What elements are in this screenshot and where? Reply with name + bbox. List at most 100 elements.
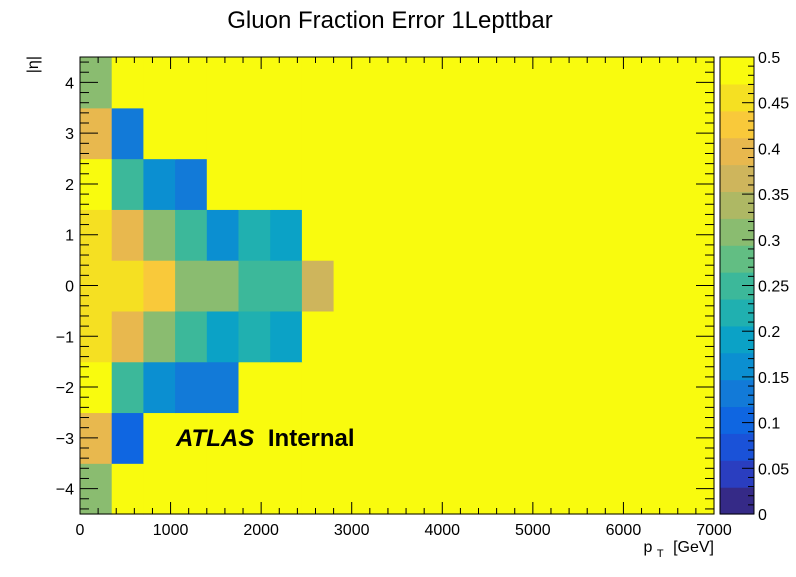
heatmap-cell xyxy=(333,463,715,515)
heatmap-cell xyxy=(175,361,208,414)
colorbar-tick-label: 0.5 xyxy=(758,50,780,67)
colorbar-segment xyxy=(720,352,754,381)
heatmap-cell xyxy=(270,361,303,414)
heatmap-cell xyxy=(111,412,144,464)
colorbar-segment xyxy=(720,57,754,85)
heatmap-cell xyxy=(270,463,303,515)
colorbar-segment xyxy=(720,406,754,434)
heatmap-cell xyxy=(238,158,271,210)
heatmap-cell xyxy=(301,209,335,261)
heatmap-cell xyxy=(333,158,715,210)
heatmap-cell xyxy=(175,310,208,363)
heatmap-cell xyxy=(238,463,271,515)
heatmap-cell xyxy=(270,260,303,312)
colorbar-segment xyxy=(720,460,754,488)
x-axis-label-unit: [GeV] xyxy=(673,539,714,556)
heatmap-cell xyxy=(238,310,271,363)
colorbar-tick-label: 0.3 xyxy=(758,233,780,250)
x-tick-label: 6000 xyxy=(606,522,642,539)
heatmap-cell xyxy=(238,260,271,312)
x-tick-label: 5000 xyxy=(515,522,551,539)
chart-title: Gluon Fraction Error 1Lepttbar xyxy=(227,7,553,34)
y-tick-label: 4 xyxy=(65,75,74,92)
heatmap-cell xyxy=(206,260,240,312)
colorbar-segment xyxy=(720,245,754,273)
x-tick-label: 7000 xyxy=(696,522,732,539)
x-tick-label: 3000 xyxy=(334,522,370,539)
colorbar-segment xyxy=(720,487,754,515)
heatmap-cell xyxy=(175,57,208,109)
x-axis: 0 1000 2000 3000 4000 5000 6000 7000 xyxy=(76,57,732,539)
heatmap-cell xyxy=(175,463,208,515)
heatmap-cell xyxy=(333,107,715,160)
y-tick-label: 0 xyxy=(65,279,74,296)
heatmap-cell xyxy=(333,209,715,261)
heatmap-cell xyxy=(206,412,240,464)
heatmap-cell xyxy=(238,412,271,464)
heatmap-cell xyxy=(301,260,335,312)
colorbar-segment xyxy=(720,110,754,139)
colorbar-tick-label: 0.15 xyxy=(758,370,789,387)
heatmap-cell xyxy=(206,361,240,414)
internal-label: Internal xyxy=(268,425,355,452)
colorbar-tick-label: 0.2 xyxy=(758,324,780,341)
x-tick-label: 0 xyxy=(76,522,85,539)
x-tick-label: 1000 xyxy=(153,522,189,539)
y-tick-label: 1 xyxy=(65,228,74,245)
heatmap-cell xyxy=(333,310,715,363)
heatmap-cell xyxy=(301,412,335,464)
x-axis-label-main: p xyxy=(644,539,653,556)
colorbar-tick-label: 0.35 xyxy=(758,187,789,204)
heatmap-cell xyxy=(270,57,303,109)
heatmap-cell xyxy=(143,310,176,363)
heatmap-cell xyxy=(301,158,335,210)
colorbar-segment xyxy=(720,433,754,461)
y-axis: −4 −3 −2 −1 0 1 2 3 4 xyxy=(56,61,714,510)
x-tick-label: 4000 xyxy=(424,522,460,539)
atlas-label: ATLAS xyxy=(175,425,254,452)
heatmap-cell xyxy=(270,158,303,210)
heatmap-cell xyxy=(301,310,335,363)
heatmap-cell xyxy=(206,209,240,261)
y-axis-label: |η| xyxy=(25,56,42,73)
heatmap-cell xyxy=(175,107,208,160)
y-tick-label: 2 xyxy=(65,177,74,194)
y-tick-label: −1 xyxy=(56,329,74,346)
heatmap-cell xyxy=(111,107,144,160)
colorbar-tick-label: 0 xyxy=(758,507,767,524)
heatmap-cell xyxy=(301,463,335,515)
heatmap-cell xyxy=(111,463,144,515)
heatmap-cell xyxy=(301,57,335,109)
heatmap-cell xyxy=(175,260,208,312)
colorbar-tick-label: 0.05 xyxy=(758,461,789,478)
atlas-internal-label: ATLAS Internal xyxy=(175,425,355,452)
y-tick-label: −3 xyxy=(56,431,74,448)
heatmap-cell xyxy=(270,209,303,261)
colorbar-segment xyxy=(720,218,754,246)
colorbar-segment xyxy=(720,83,754,112)
heatmap-cell xyxy=(238,209,271,261)
heatmap-cell xyxy=(143,107,176,160)
heatmap-cell xyxy=(111,57,144,109)
heatmap-cell xyxy=(143,209,176,261)
heatmap-cell xyxy=(206,463,240,515)
heatmap-cell xyxy=(206,57,240,109)
colorbar-segment xyxy=(720,191,754,219)
heatmap-cell xyxy=(333,361,715,414)
heatmap-cell xyxy=(111,158,144,210)
heatmap-cell xyxy=(175,209,208,261)
colorbar-segment xyxy=(720,164,754,193)
heatmap-cell xyxy=(238,57,271,109)
heatmap-cell xyxy=(111,361,144,414)
x-axis-label: p T [GeV] xyxy=(644,539,714,561)
heatmap-cell xyxy=(143,158,176,210)
heatmap-cell xyxy=(206,310,240,363)
colorbar-segment xyxy=(720,137,754,166)
heatmap-cell xyxy=(111,260,144,312)
y-tick-label: −2 xyxy=(56,380,74,397)
heatmap-cell xyxy=(238,107,271,160)
heatmap-cell xyxy=(175,412,208,464)
heatmap-cell xyxy=(333,260,715,312)
